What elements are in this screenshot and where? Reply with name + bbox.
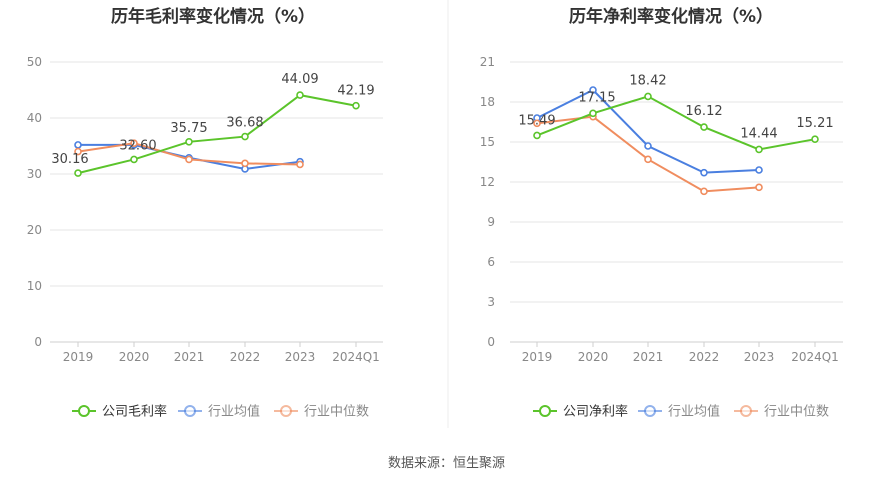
- data-point: [185, 155, 193, 164]
- legend-swatch-marker: [184, 405, 196, 417]
- x-tick-label: 2024Q1: [332, 350, 380, 364]
- x-tick-label: 2021: [633, 350, 664, 364]
- data-point: [296, 160, 304, 169]
- data-label: 30.16: [51, 152, 88, 167]
- series-line-1: [77, 94, 357, 175]
- legend-item-3: 行业中位数: [734, 405, 829, 420]
- x-tick-label: 2023: [285, 350, 316, 364]
- data-label: 18.42: [629, 73, 666, 88]
- data-point: [533, 131, 541, 140]
- data-point: [296, 91, 304, 99]
- y-tick-label: 6: [487, 255, 495, 269]
- series-line-1: [536, 95, 816, 151]
- y-tick-label: 0: [34, 335, 42, 349]
- data-label: 44.09: [281, 72, 318, 87]
- data-point: [700, 168, 708, 177]
- x-tick-label: 2019: [63, 350, 94, 364]
- chart-panel-2: 历年净利率变化情况（%） 0 3 6 9 12 15 18 21 2019 2020 2021 2022…: [480, 6, 843, 420]
- chart-title: 历年净利率变化情况（%）: [569, 6, 773, 27]
- data-point: [352, 101, 360, 110]
- data-label: 32.60: [119, 138, 156, 153]
- y-tick-label: 18: [480, 95, 495, 109]
- data-point: [241, 132, 249, 141]
- y-tick-label: 40: [27, 111, 42, 125]
- data-point: [241, 159, 249, 168]
- legend-swatch-marker: [644, 405, 656, 417]
- data-label: 14.44: [740, 126, 777, 141]
- data-point: [700, 123, 708, 131]
- x-tick-label: 2019: [522, 350, 553, 364]
- data-point: [74, 147, 82, 156]
- data-point: [755, 183, 763, 192]
- data-point: [811, 135, 819, 143]
- y-tick-label: 3: [487, 295, 495, 309]
- legend-item-1: 公司净利率: [533, 404, 628, 420]
- series-line-3: [536, 115, 760, 193]
- legend-label: 行业中位数: [304, 405, 369, 420]
- source-note: 数据来源：恒生聚源: [387, 456, 505, 471]
- data-point: [589, 109, 597, 118]
- legend-item-1: 公司毛利率: [72, 404, 167, 420]
- data-label: 17.15: [578, 90, 615, 105]
- x-tick-label: 2023: [744, 350, 775, 364]
- data-point: [74, 169, 82, 177]
- data-point: [74, 141, 82, 149]
- legend-label: 公司净利率: [563, 404, 628, 420]
- y-tick-label: 15: [480, 135, 495, 149]
- data-point: [644, 155, 652, 164]
- data-point: [755, 166, 763, 174]
- legend-swatch-marker: [740, 405, 752, 417]
- x-tick-label: 2020: [578, 350, 609, 364]
- legend-item-3: 行业中位数: [274, 405, 369, 420]
- y-tick-label: 21: [480, 55, 495, 69]
- legend-swatch-marker: [539, 405, 551, 417]
- legend-swatch-marker: [78, 405, 90, 417]
- data-point: [644, 92, 652, 101]
- legend-item-2: 行业均值: [178, 404, 260, 420]
- x-tick-label: 2020: [119, 350, 150, 364]
- y-tick-label: 20: [27, 223, 42, 237]
- data-point: [644, 142, 652, 150]
- data-label: 16.12: [685, 104, 722, 119]
- data-label: 36.68: [226, 116, 263, 131]
- legend-item-2: 行业均值: [638, 404, 720, 420]
- x-tick-label: 2022: [230, 350, 261, 364]
- data-label: 35.75: [170, 121, 207, 136]
- x-tick-label: 2021: [174, 350, 205, 364]
- legend-label: 行业中位数: [764, 405, 829, 420]
- data-label: 42.19: [337, 84, 374, 99]
- data-point: [130, 155, 138, 164]
- data-label: 15.49: [518, 113, 555, 128]
- legend-label: 行业均值: [208, 404, 260, 420]
- y-tick-label: 10: [27, 279, 42, 293]
- data-point: [589, 86, 597, 94]
- legend-swatch-marker: [280, 405, 292, 417]
- data-point: [533, 119, 541, 128]
- data-point: [700, 187, 708, 196]
- x-tick-label: 2022: [689, 350, 720, 364]
- legend-label: 行业均值: [668, 404, 720, 420]
- chart-title: 历年毛利率变化情况（%）: [111, 6, 315, 27]
- y-tick-label: 12: [480, 175, 495, 189]
- y-tick-label: 9: [487, 215, 495, 229]
- x-tick-label: 2024Q1: [791, 350, 839, 364]
- legend-label: 公司毛利率: [102, 404, 167, 420]
- data-label: 15.21: [796, 116, 833, 131]
- y-tick-label: 0: [487, 335, 495, 349]
- chart-panel-1: 历年毛利率变化情况（%） 0 10 20 30 40 50 2019 2020 2021 2022 2…: [27, 6, 383, 420]
- data-point: [130, 139, 138, 147]
- data-point: [755, 145, 763, 154]
- y-tick-label: 30: [27, 167, 42, 181]
- y-tick-label: 50: [27, 55, 42, 69]
- data-point: [185, 138, 193, 146]
